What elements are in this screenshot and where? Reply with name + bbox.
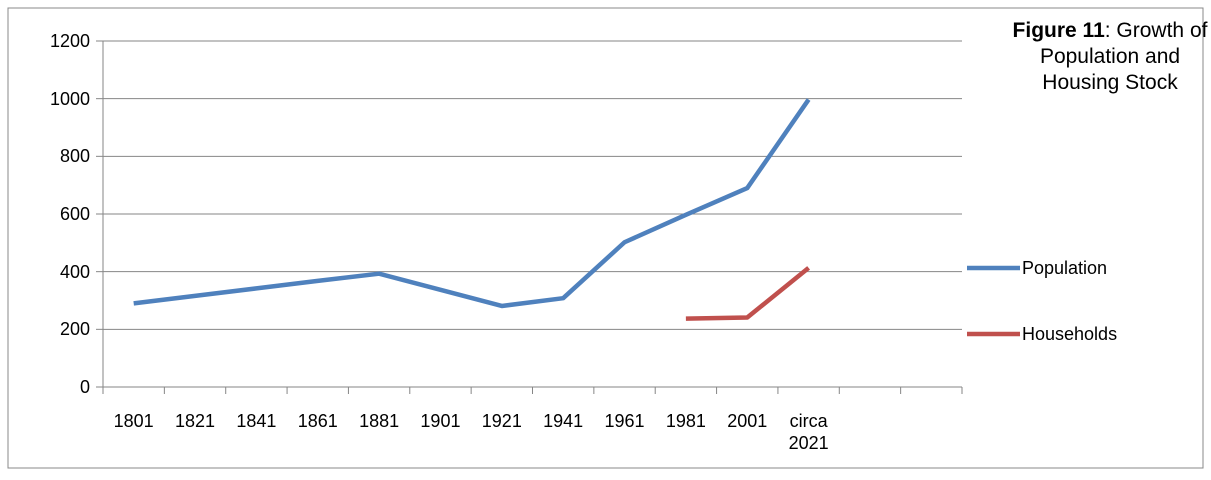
y-tick-label: 800 (59, 146, 90, 167)
x-tick-label: 1961 (604, 411, 645, 431)
y-tick-label: 200 (59, 319, 90, 340)
x-tick-label: 1901 (420, 411, 461, 431)
x-tick-label: 1801 (113, 411, 154, 431)
x-tick-label: 1861 (297, 411, 338, 431)
chart-title: Figure 11: Growth of Population and Hous… (1010, 18, 1210, 96)
title-label: Figure 11 (1012, 19, 1105, 42)
y-tick-label: 1000 (49, 88, 90, 109)
title-text: : Growth of Population and Housing Stock (1039, 19, 1208, 94)
x-tick-label: circa 2021 (788, 411, 829, 453)
x-tick-label: 1841 (236, 411, 277, 431)
legend-label: Households (1022, 324, 1118, 344)
x-tick-label: 1981 (665, 411, 706, 431)
series-line (133, 98, 811, 309)
x-tick-label: 1941 (543, 411, 584, 431)
x-tick-label: 1881 (359, 411, 400, 431)
y-tick-label: 600 (59, 204, 90, 224)
x-tick-label: 1921 (481, 411, 522, 431)
y-tick-label: 1200 (49, 31, 90, 51)
y-tick-label: 400 (59, 261, 90, 282)
chart-frame (7, 7, 1204, 469)
series-line (685, 266, 811, 321)
legend-label: Population (1022, 258, 1108, 278)
x-tick-label: 1821 (175, 411, 216, 431)
y-tick-label: 0 (79, 377, 90, 397)
x-tick-label: 2001 (727, 411, 768, 431)
